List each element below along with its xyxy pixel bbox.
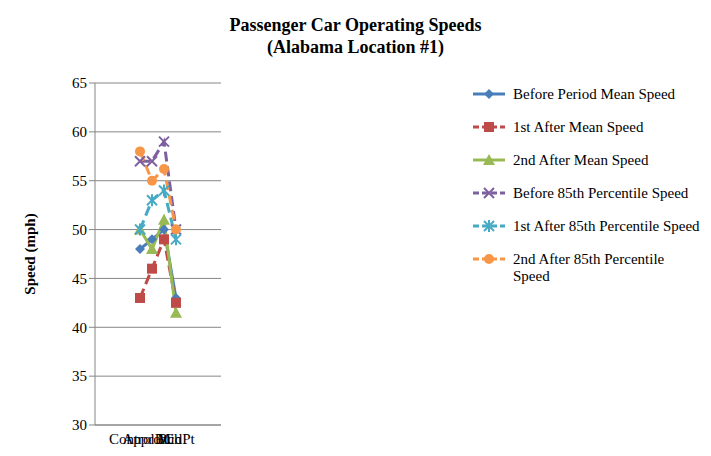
svg-text:50: 50 — [72, 222, 87, 238]
html-text:(Alabama Location #1): (Alabama Location #1) — [267, 37, 444, 57]
html-text:Before 85th Percentile Speed: Before 85th Percentile Speed — [513, 185, 689, 201]
svg-text:35: 35 — [72, 368, 87, 384]
svg-text:30: 30 — [72, 417, 87, 433]
html-text:Passenger Car Operating Speeds: Passenger Car Operating Speeds — [229, 15, 482, 35]
svg-text:40: 40 — [72, 320, 87, 336]
html-text:1st After 85th Percentile Spee: 1st After 85th Percentile Speed — [513, 218, 700, 234]
svg-text:Speed (mph): Speed (mph) — [22, 213, 39, 294]
html-text:Before Period Mean Speed: Before Period Mean Speed — [513, 86, 675, 102]
svg-text:55: 55 — [72, 173, 87, 189]
svg-text:MidPt: MidPt — [157, 431, 195, 447]
svg-text:65: 65 — [72, 75, 87, 91]
svg-text:60: 60 — [72, 124, 87, 140]
svg-text:Approach: Approach — [122, 430, 182, 447]
svg-text:45: 45 — [72, 271, 87, 287]
html-text:2nd After 85th Percentile Spee: 2nd After 85th Percentile Speed — [513, 251, 665, 284]
html-text:1st After Mean Speed: 1st After Mean Speed — [513, 119, 644, 135]
html-text:2nd After Mean Speed: 2nd After Mean Speed — [513, 152, 649, 168]
